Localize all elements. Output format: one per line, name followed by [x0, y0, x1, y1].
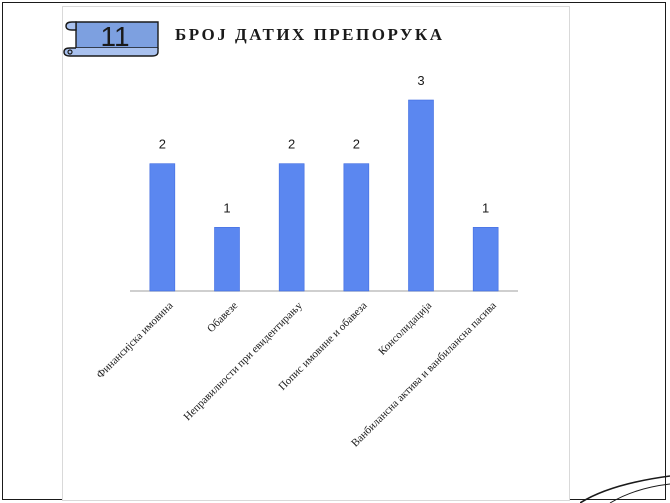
data-label-6: 1 [482, 200, 489, 215]
scroll-icon [63, 21, 159, 57]
bar-6 [472, 227, 499, 292]
category-label-2: Обавезе [205, 300, 240, 335]
data-label-1: 2 [159, 137, 166, 152]
data-label-5: 3 [417, 73, 424, 88]
category-label-5: Консолидација [376, 300, 434, 358]
chart-title: БРОЈ ДАТИХ ПРЕПОРУКА [175, 25, 445, 44]
bar-4 [343, 163, 370, 292]
category-label-3: Неправилности при евидентирању [181, 299, 305, 423]
bar-2 [214, 227, 240, 292]
data-label-4: 2 [353, 137, 360, 152]
data-label-3: 2 [288, 137, 295, 152]
page-curl-decoration [580, 475, 670, 503]
slide-number: 11 [100, 21, 130, 52]
bar-5 [408, 99, 434, 292]
category-label-6: Ванбилансна актива и ванбилансна пасива [349, 300, 499, 450]
data-label-2: 1 [223, 200, 230, 215]
bar-3 [278, 163, 305, 292]
bar-1 [149, 163, 176, 292]
category-label-1: Финансијска имовина [94, 300, 175, 381]
